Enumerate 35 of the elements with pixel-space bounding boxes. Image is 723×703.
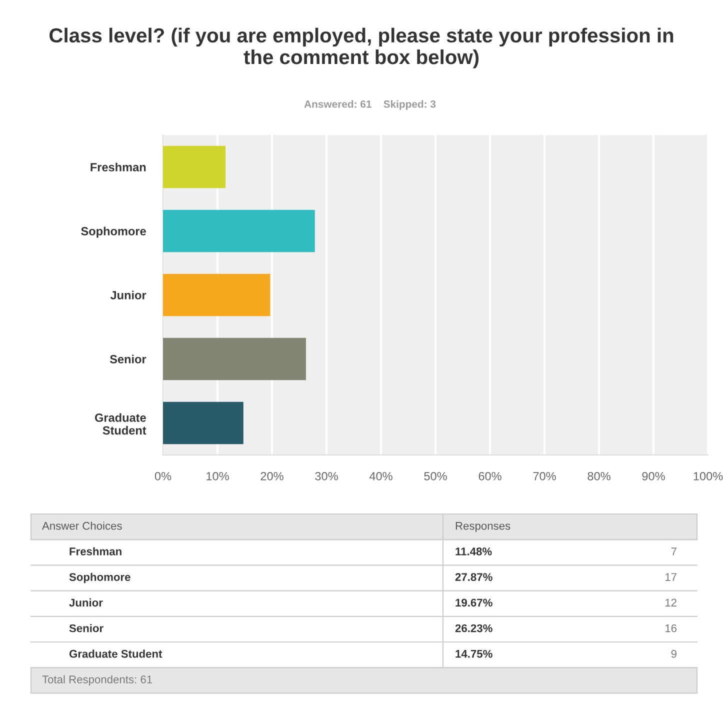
category-label: Freshman: [70, 547, 122, 556]
x-tick-label: 100%: [694, 472, 723, 480]
x-tick-label: 90%: [642, 472, 665, 480]
text: 16: [665, 624, 677, 632]
text: 26.23%: [455, 624, 492, 632]
text: 27.87%: [455, 573, 492, 581]
y-tick-label: Graduate Student: [94, 413, 146, 435]
y-tick-label: Freshman: [90, 162, 146, 172]
y-tick-label: Sophomore: [81, 226, 146, 238]
x-tick-label: 20%: [260, 472, 284, 480]
category-label: Sophomore: [69, 572, 130, 584]
x-tick-label: 30%: [315, 472, 338, 480]
text: 17: [665, 573, 676, 581]
text: Total Respondents: 61: [42, 675, 152, 686]
y-tick-label: Senior: [110, 354, 146, 364]
x-tick-label: 50%: [424, 472, 447, 480]
text: 11.48%: [456, 548, 492, 556]
text: Responses: [456, 522, 510, 532]
text: 19.67%: [456, 598, 492, 607]
x-tick-label: 60%: [478, 472, 502, 480]
category-label: Senior: [69, 624, 104, 632]
text: 14.75%: [456, 650, 492, 658]
x-tick-label: 0%: [154, 472, 172, 480]
text: Answer Choices: [42, 522, 122, 530]
y-tick-label: Junior: [110, 290, 146, 300]
x-tick-label: 10%: [206, 472, 229, 480]
x-tick-label: 80%: [588, 472, 610, 480]
x-tick-label: 70%: [533, 472, 556, 480]
chart-subtitle: Answered: 61 Skipped: 3: [304, 100, 436, 110]
category-label: Junior: [69, 598, 103, 607]
x-tick-label: 40%: [369, 472, 392, 480]
chart-title: Class level? (if you are employed, please state your profession in the comment box below): [50, 28, 674, 68]
text: 12: [665, 598, 676, 606]
text: 9: [671, 650, 676, 658]
text: 7: [671, 548, 676, 556]
